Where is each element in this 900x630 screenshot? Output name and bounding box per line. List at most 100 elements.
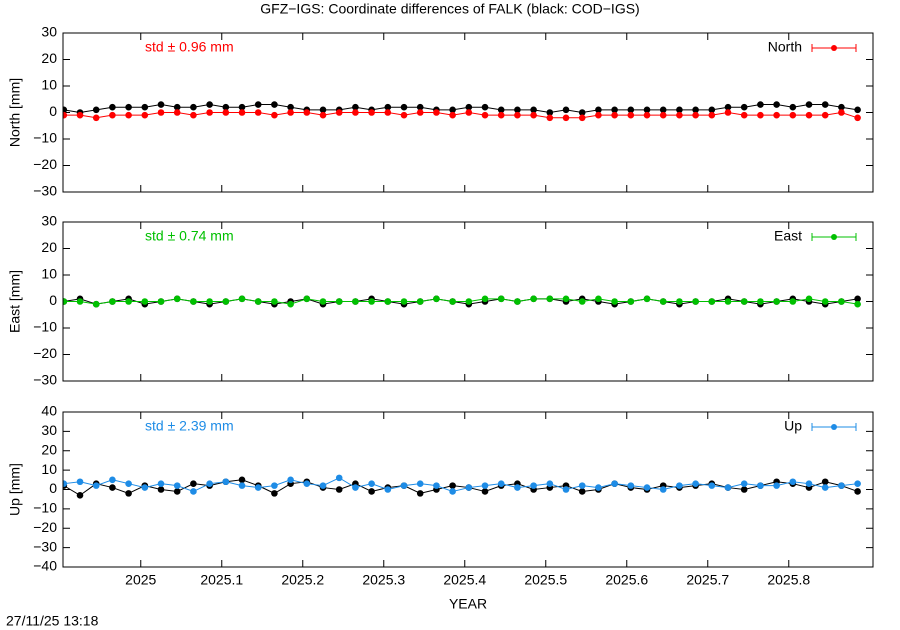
data-point	[773, 298, 780, 305]
data-point	[692, 111, 699, 119]
data-point	[465, 484, 473, 491]
data-point	[740, 298, 748, 305]
data-point	[676, 111, 683, 119]
data-point	[805, 295, 813, 303]
data-point	[222, 103, 230, 111]
data-point	[125, 298, 132, 305]
data-point	[352, 109, 359, 116]
data-point	[141, 103, 149, 111]
data-point	[562, 106, 570, 114]
data-point	[190, 488, 197, 495]
data-point	[821, 101, 829, 108]
std-annotation: std ± 2.39 mm	[145, 418, 234, 434]
data-point	[222, 109, 230, 116]
data-point	[449, 106, 456, 114]
data-point	[335, 474, 343, 482]
y-tick-label: 20	[41, 441, 57, 457]
data-point	[416, 480, 424, 487]
data-point	[854, 106, 861, 114]
data-point	[271, 111, 278, 119]
legend-label: East	[774, 228, 802, 244]
data-point	[627, 482, 635, 489]
data-point	[173, 109, 181, 116]
data-point	[854, 114, 861, 122]
data-point	[109, 298, 116, 305]
data-point	[238, 476, 246, 484]
data-point	[433, 295, 440, 303]
data-point	[805, 480, 813, 487]
data-point	[287, 476, 294, 484]
data-point	[400, 103, 408, 111]
data-point	[319, 106, 327, 114]
data-point	[708, 106, 716, 114]
data-point	[546, 295, 554, 303]
data-point	[76, 298, 84, 305]
y-tick-label: −30	[33, 183, 57, 199]
y-axis-label: Up [mm]	[7, 463, 23, 516]
data-point	[416, 490, 424, 497]
y-tick-label: −20	[33, 156, 57, 172]
data-point	[740, 103, 748, 111]
data-point	[530, 106, 537, 114]
plot-frame	[62, 32, 874, 193]
data-point	[125, 111, 132, 119]
data-point	[676, 106, 683, 114]
data-point	[740, 111, 748, 119]
data-point	[708, 298, 716, 305]
data-point	[190, 480, 197, 487]
data-point	[76, 111, 84, 119]
data-point	[368, 488, 375, 495]
y-tick-label: 0	[49, 480, 57, 496]
data-point	[546, 480, 554, 487]
data-point	[352, 103, 359, 111]
data-point	[206, 101, 213, 108]
data-point	[497, 295, 505, 303]
data-point	[287, 109, 294, 116]
data-point	[562, 114, 570, 122]
data-point	[465, 109, 473, 116]
data-point	[805, 111, 813, 119]
data-point	[141, 111, 149, 119]
y-tick-label: 10	[41, 266, 57, 282]
data-point	[465, 298, 473, 305]
legend-label: Up	[784, 418, 802, 434]
data-point	[400, 298, 408, 305]
data-point	[595, 484, 602, 491]
data-point	[63, 480, 68, 487]
data-point	[724, 298, 732, 305]
data-point	[157, 109, 165, 116]
data-point	[821, 478, 829, 486]
y-tick-label: 10	[41, 461, 57, 477]
x-tick-label: 2025.4	[443, 572, 486, 588]
data-point	[190, 103, 197, 111]
data-point	[595, 295, 602, 303]
data-point	[109, 484, 116, 491]
data-point	[821, 484, 829, 491]
data-point	[222, 298, 230, 305]
std-annotation: std ± 0.96 mm	[145, 39, 234, 55]
data-point	[497, 106, 505, 114]
data-point	[384, 103, 392, 111]
data-point	[271, 298, 278, 305]
data-point	[157, 101, 165, 108]
data-point	[400, 482, 408, 489]
data-point	[611, 480, 618, 487]
data-point	[190, 111, 197, 119]
x-tick-label: 2025.3	[362, 572, 405, 588]
data-point	[692, 106, 699, 114]
data-point	[627, 111, 635, 119]
data-point	[63, 111, 68, 119]
y-tick-label: 40	[41, 403, 57, 419]
data-point	[481, 103, 489, 111]
plot-area	[63, 295, 861, 308]
data-point	[254, 484, 262, 491]
data-point	[238, 295, 246, 303]
data-point	[368, 109, 375, 116]
data-point	[319, 111, 327, 119]
data-point	[659, 106, 667, 114]
std-annotation: std ± 0.74 mm	[145, 228, 234, 244]
data-point	[643, 111, 651, 119]
y-tick-label: −20	[33, 345, 57, 361]
y-tick-label: −10	[33, 500, 57, 516]
data-point	[254, 109, 262, 116]
